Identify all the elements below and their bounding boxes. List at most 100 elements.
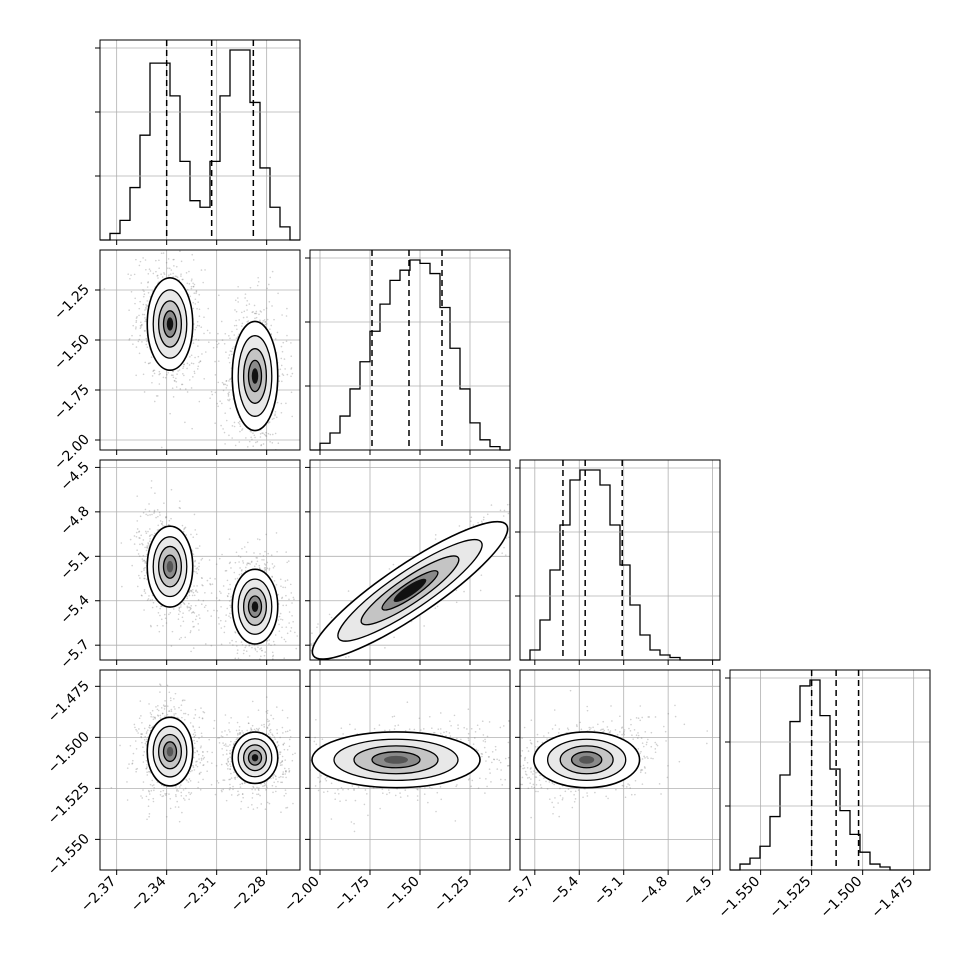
scatter-point	[197, 368, 199, 370]
scatter-point	[155, 706, 157, 708]
scatter-point	[284, 773, 286, 775]
scatter-point	[237, 297, 239, 299]
scatter-point	[220, 606, 222, 608]
scatter-point	[192, 626, 194, 628]
scatter-point	[252, 797, 254, 799]
scatter-point	[526, 510, 528, 512]
scatter-point	[234, 658, 236, 660]
scatter-point	[199, 727, 201, 729]
scatter-point	[240, 456, 242, 458]
scatter-point	[195, 339, 197, 341]
scatter-point	[134, 724, 136, 726]
scatter-point	[256, 794, 258, 796]
scatter-point	[203, 378, 205, 380]
scatter-point	[245, 567, 247, 569]
scatter-point	[435, 534, 437, 536]
scatter-point	[294, 632, 296, 634]
scatter-point	[237, 652, 239, 654]
scatter-point	[199, 762, 201, 764]
scatter-point	[148, 726, 150, 728]
scatter-point	[157, 516, 159, 518]
scatter-point	[244, 546, 246, 548]
scatter-point	[207, 580, 209, 582]
scatter-point	[303, 609, 305, 611]
scatter-point	[523, 560, 525, 562]
scatter-point	[145, 304, 147, 306]
scatter-point	[514, 528, 516, 530]
scatter-point	[190, 771, 192, 773]
scatter-point	[148, 363, 150, 365]
scatter-point	[144, 578, 146, 580]
scatter-point	[134, 303, 136, 305]
scatter-point	[141, 595, 143, 597]
scatter-point	[269, 803, 271, 805]
scatter-point	[142, 257, 144, 259]
scatter-point	[218, 623, 220, 625]
scatter-point	[164, 708, 166, 710]
scatter-point	[282, 351, 284, 353]
scatter-point	[155, 517, 157, 519]
scatter-point	[138, 728, 140, 730]
scatter-point	[160, 791, 162, 793]
scatter-point	[280, 764, 282, 766]
scatter-point	[186, 282, 188, 284]
scatter-point	[132, 763, 134, 765]
scatter-point	[159, 615, 161, 617]
scatter-point	[281, 346, 283, 348]
scatter-point	[147, 346, 149, 348]
scatter-point	[233, 742, 235, 744]
scatter-point	[188, 606, 190, 608]
scatter-point	[266, 785, 268, 787]
scatter-point	[290, 342, 292, 344]
scatter-point	[226, 380, 228, 382]
scatter-point	[203, 600, 205, 602]
scatter-point	[197, 345, 199, 347]
scatter-point	[589, 500, 591, 502]
scatter-point	[256, 311, 258, 313]
scatter-point	[282, 710, 284, 712]
scatter-point	[208, 739, 210, 741]
scatter-point	[263, 672, 265, 674]
scatter-point	[144, 562, 146, 564]
scatter-point	[205, 706, 207, 708]
scatter-point	[200, 326, 202, 328]
scatter-point	[179, 369, 181, 371]
scatter-point	[276, 532, 278, 534]
scatter-point	[275, 791, 277, 793]
scatter-point	[226, 385, 228, 387]
scatter-point	[166, 793, 168, 795]
scatter-point	[270, 661, 272, 663]
scatter-point	[146, 545, 148, 547]
scatter-point	[310, 643, 312, 645]
scatter-point	[131, 291, 133, 293]
scatter-point	[137, 732, 139, 734]
scatter-point	[195, 764, 197, 766]
scatter-point	[241, 730, 243, 732]
scatter-point	[238, 561, 240, 563]
scatter-point	[183, 531, 185, 533]
scatter-point	[521, 501, 523, 503]
scatter-point	[144, 739, 146, 741]
scatter-point	[191, 280, 193, 282]
scatter-point	[148, 816, 150, 818]
scatter-point	[259, 795, 261, 797]
scatter-point	[254, 434, 256, 436]
scatter-point	[256, 317, 258, 319]
histogram-panel-1	[305, 250, 510, 455]
scatter-point	[283, 374, 285, 376]
scatter-point	[241, 325, 243, 327]
scatter-point	[211, 394, 213, 396]
scatter-point	[145, 344, 147, 346]
scatter-point	[229, 378, 231, 380]
scatter-point	[193, 292, 195, 294]
scatter-point	[226, 750, 228, 752]
scatter-point	[317, 623, 319, 625]
scatter-point	[195, 709, 197, 711]
scatter-point	[227, 580, 229, 582]
scatter-point	[221, 789, 223, 791]
scatter-point	[179, 508, 181, 510]
scatter-point	[218, 360, 220, 362]
scatter-point	[140, 534, 142, 536]
scatter-point	[182, 612, 184, 614]
scatter-point	[193, 571, 195, 573]
